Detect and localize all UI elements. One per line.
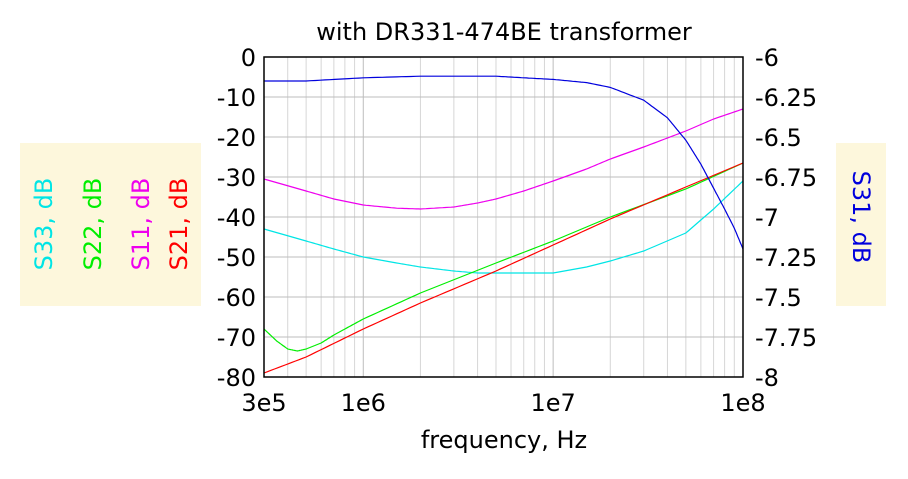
left-axis-tick-label: -50 bbox=[217, 244, 256, 272]
right-axis-tick-labels: -6 -6.25 -6.5 -6.75 -7 -7.25 -7.5 -7.75 -8 bbox=[755, 44, 817, 392]
left-axis-label: S21, dB bbox=[165, 178, 193, 271]
left-axis-tick-label: -60 bbox=[217, 284, 256, 312]
right-axis-tick-label: -6.25 bbox=[755, 84, 817, 112]
x-axis-title: frequency, Hz bbox=[421, 426, 587, 454]
right-axis-tick-label: -6.75 bbox=[755, 164, 817, 192]
x-axis-tick-labels: 3e5 1e6 1e7 1e8 bbox=[241, 389, 765, 417]
x-axis-tick-label: 1e7 bbox=[530, 389, 575, 417]
x-axis-tick-label: 1e6 bbox=[341, 389, 386, 417]
series-line-s21-db bbox=[263, 162, 744, 374]
right-axis-tick-label: -6.5 bbox=[755, 124, 802, 152]
left-axis-tick-label: -40 bbox=[217, 204, 256, 232]
left-axis-label: S33, dB bbox=[30, 178, 58, 271]
plot-frame bbox=[263, 56, 744, 378]
series-line-s22-db bbox=[263, 162, 744, 352]
series-line-s11-db bbox=[263, 108, 744, 210]
grid bbox=[263, 56, 744, 378]
series-line-s33-db bbox=[263, 180, 744, 274]
left-axis-tick-label: -10 bbox=[217, 84, 256, 112]
right-axis-tick-label: -6 bbox=[755, 44, 779, 72]
series-layer bbox=[263, 75, 744, 374]
chart-title: with DR331-474BE transformer bbox=[316, 18, 692, 46]
left-axis-tick-label: -30 bbox=[217, 164, 256, 192]
right-axis-label-box bbox=[836, 143, 886, 306]
left-axis-label: S22, dB bbox=[79, 178, 107, 271]
right-axis-label: S31, dB bbox=[847, 171, 875, 264]
left-axis-tick-label: 0 bbox=[241, 44, 256, 72]
right-axis-tick-label: -7.75 bbox=[755, 324, 817, 352]
left-axis-tick-label: -20 bbox=[217, 124, 256, 152]
x-axis-tick-label: 3e5 bbox=[241, 389, 286, 417]
left-axis-label-box bbox=[20, 143, 201, 306]
left-axis-tick-label: -80 bbox=[217, 364, 256, 392]
left-axis-label: S11, dB bbox=[127, 178, 155, 271]
left-axis-tick-labels: 0 -10 -20 -30 -40 -50 -60 -70 -80 bbox=[217, 44, 256, 392]
right-axis-tick-label: -8 bbox=[755, 364, 779, 392]
left-axis-labels: S33, dB S22, dB S11, dB S21, dB bbox=[30, 178, 193, 271]
x-axis-tick-label: 1e8 bbox=[720, 389, 765, 417]
right-axis-tick-label: -7.25 bbox=[755, 244, 817, 272]
right-axis-tick-label: -7 bbox=[755, 204, 779, 232]
series-line-s31-db bbox=[264, 75, 744, 250]
right-axis-tick-label: -7.5 bbox=[755, 284, 802, 312]
left-axis-tick-label: -70 bbox=[217, 324, 256, 352]
